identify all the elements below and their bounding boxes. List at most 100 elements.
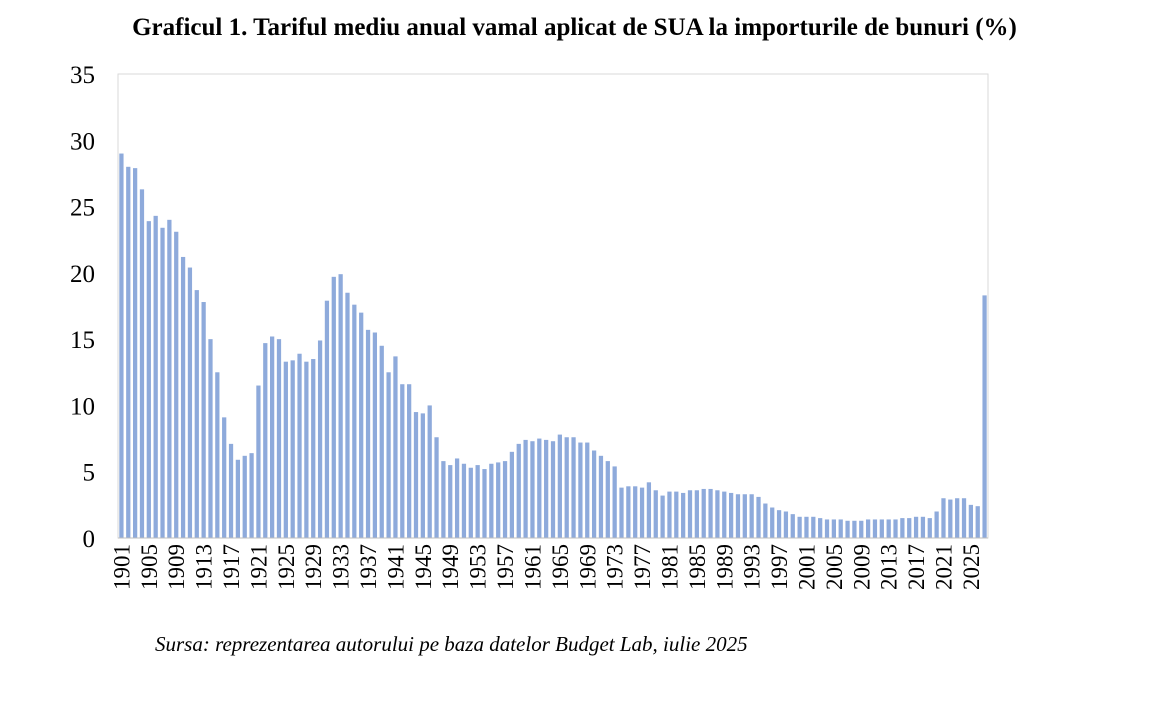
- x-tick-label: 2005: [822, 544, 847, 590]
- x-tick-label: 1981: [657, 544, 682, 590]
- bar-1922: [263, 343, 268, 538]
- bar-1986: [701, 488, 706, 538]
- bar-1941: [393, 356, 398, 538]
- x-tick-label: 1937: [356, 544, 381, 590]
- y-tick-label: 0: [83, 526, 96, 553]
- bar-1974: [619, 487, 624, 538]
- x-tick-label: 1957: [493, 544, 518, 590]
- bar-1963: [544, 439, 549, 538]
- bar-1903: [133, 168, 138, 538]
- bar-1948: [441, 461, 446, 538]
- bar-1978: [646, 482, 652, 538]
- bar-1972: [605, 461, 610, 538]
- bar-2001: [804, 516, 809, 538]
- bar-1907: [160, 227, 165, 538]
- bar-1933: [338, 274, 343, 538]
- bar-1992: [742, 494, 747, 538]
- bar-2010: [865, 519, 871, 538]
- bar-1918: [235, 459, 241, 538]
- bar-1998: [783, 511, 789, 538]
- bar-1997: [776, 510, 782, 538]
- x-tick-label: 1929: [301, 544, 326, 590]
- bar-2013: [886, 519, 891, 538]
- bar-1971: [598, 455, 604, 538]
- bar-1940: [386, 372, 391, 538]
- x-tick-label: 1969: [575, 544, 600, 590]
- bar-1919: [242, 455, 247, 538]
- bar-2027: [982, 295, 987, 538]
- bar-1984: [687, 490, 693, 538]
- chart-title: Graficul 1. Tariful mediu anual vamal ap…: [132, 14, 1017, 41]
- x-tick-label: 2009: [849, 544, 874, 590]
- x-tick-label: 1993: [740, 544, 765, 590]
- bar-1957: [502, 461, 508, 538]
- bar-1996: [770, 507, 775, 538]
- bar-1946: [427, 405, 432, 538]
- bar-2019: [927, 518, 932, 538]
- bar-1961: [530, 441, 535, 538]
- bar-1916: [222, 417, 227, 538]
- bar-1926: [290, 360, 295, 538]
- bar-2021: [941, 498, 946, 538]
- x-tick-label: 1965: [548, 544, 573, 590]
- x-tick-label: 1901: [109, 544, 134, 590]
- bar-1975: [626, 486, 631, 538]
- x-tick-label: 1925: [274, 544, 299, 590]
- bar-1982: [674, 491, 679, 538]
- bar-2008: [852, 520, 857, 538]
- y-tick-label: 15: [70, 327, 95, 354]
- bar-2007: [845, 520, 850, 538]
- bar-1935: [352, 304, 357, 538]
- bar-1983: [681, 492, 686, 538]
- bar-1929: [311, 359, 316, 538]
- bar-2014: [893, 519, 898, 538]
- bar-1976: [633, 486, 638, 538]
- bar-1902: [126, 166, 131, 539]
- bar-1991: [735, 494, 741, 538]
- bar-1960: [523, 439, 528, 538]
- bar-1943: [407, 384, 412, 538]
- x-tick-label: 1913: [192, 544, 217, 590]
- bar-1901: [119, 153, 124, 539]
- bar-1980: [660, 495, 665, 538]
- bar-1989: [722, 491, 727, 538]
- source-note: Sursa: reprezentarea autorului pe baza d…: [155, 632, 748, 656]
- bar-1953: [475, 465, 480, 538]
- bar-1987: [708, 488, 713, 538]
- bar-1930: [317, 340, 323, 538]
- y-tick-label: 5: [83, 460, 96, 487]
- y-tick-labels: 0 5 10 15 20 25 30 35: [70, 62, 95, 553]
- bar-1938: [372, 332, 378, 538]
- x-tick-label: 2017: [904, 544, 929, 590]
- y-tick-label: 10: [70, 393, 95, 420]
- x-tick-label: 1917: [219, 544, 244, 590]
- x-tick-label: 1941: [383, 544, 408, 590]
- x-tick-label: 2001: [794, 544, 819, 590]
- y-tick-label: 30: [70, 128, 95, 155]
- bar-1904: [139, 189, 145, 538]
- y-tick-label: 20: [70, 261, 95, 288]
- bar-1936: [359, 312, 364, 538]
- bar-1985: [694, 490, 699, 538]
- bar-1949: [448, 465, 453, 538]
- bar-1958: [509, 451, 515, 538]
- bar-1944: [413, 412, 419, 538]
- bar-1905: [146, 221, 151, 538]
- bar-1924: [276, 339, 282, 538]
- bar-1950: [454, 458, 460, 538]
- bar-1990: [728, 492, 734, 538]
- bar-2000: [797, 516, 802, 538]
- bar-1917: [228, 443, 234, 538]
- bar-2017: [913, 516, 919, 538]
- bar-1912: [194, 290, 199, 538]
- x-tick-label: 2013: [877, 544, 902, 590]
- x-tick-label: 1977: [630, 544, 655, 590]
- bar-1966: [564, 437, 569, 538]
- bar-1952: [468, 467, 473, 538]
- bar-2012: [879, 519, 884, 538]
- x-tick-label: 1945: [411, 544, 436, 590]
- bar-2025: [968, 504, 973, 538]
- bar-1994: [756, 496, 761, 538]
- bar-1906: [153, 215, 158, 538]
